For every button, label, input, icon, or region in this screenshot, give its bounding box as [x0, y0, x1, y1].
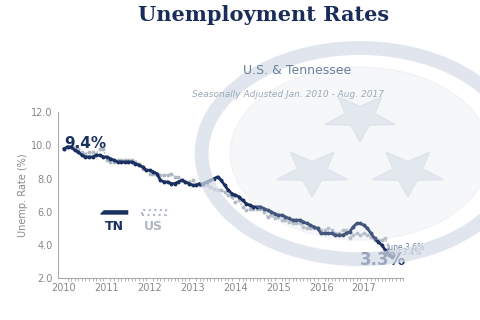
Circle shape	[230, 67, 480, 240]
Text: July 3.4%: July 3.4%	[386, 248, 422, 257]
Text: U.S. & Tennessee: U.S. & Tennessee	[243, 64, 352, 77]
Text: 9.4%: 9.4%	[64, 136, 106, 151]
Polygon shape	[276, 152, 348, 197]
Polygon shape	[100, 210, 128, 215]
Text: TN: TN	[105, 220, 124, 233]
Text: 3.3%: 3.3%	[360, 251, 406, 269]
Text: Unemployment Rates: Unemployment Rates	[138, 5, 390, 25]
Text: US: US	[144, 220, 163, 233]
Polygon shape	[372, 152, 444, 197]
Text: Seasonally Adjusted Jan. 2010 - Aug. 2017: Seasonally Adjusted Jan. 2010 - Aug. 201…	[192, 90, 384, 99]
Y-axis label: Unemp. Rate (%): Unemp. Rate (%)	[18, 153, 28, 237]
Polygon shape	[324, 97, 396, 142]
Text: June 3.6%: June 3.6%	[386, 243, 424, 252]
